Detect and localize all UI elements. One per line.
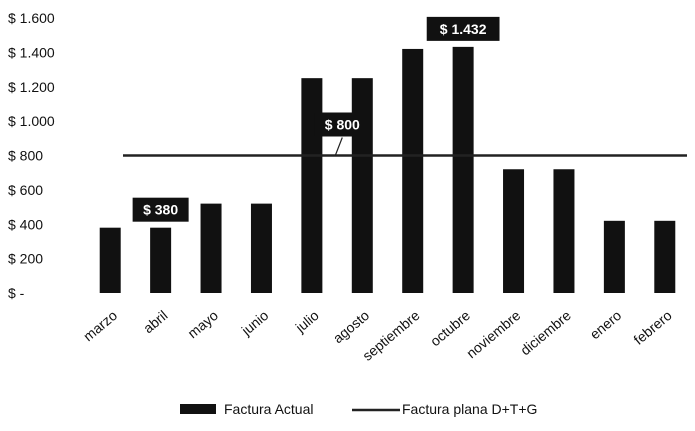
y-tick-label: $ 800 bbox=[8, 148, 43, 164]
bar-octubre bbox=[452, 46, 474, 293]
x-tick-label: abril bbox=[140, 307, 171, 336]
x-axis-labels: marzo abril mayo junio julio agostoseptiembre… bbox=[80, 307, 675, 364]
callout-label: $ 1.432 bbox=[440, 21, 487, 37]
callout-label: $ 380 bbox=[143, 202, 178, 218]
bar-diciembre bbox=[553, 169, 575, 293]
y-tick-label: $ 1.000 bbox=[8, 113, 55, 129]
bar-marzo bbox=[99, 227, 121, 293]
callout-leader bbox=[334, 137, 343, 156]
bar-enero bbox=[603, 220, 625, 293]
legend: Factura Actual Factura plana D+T+G bbox=[180, 401, 537, 417]
y-tick-label: $ 200 bbox=[8, 251, 43, 267]
y-tick-label: $ 400 bbox=[8, 216, 43, 232]
x-tick-label: julio bbox=[292, 307, 322, 336]
legend-swatch-factura-actual bbox=[180, 404, 216, 414]
legend-label-factura-plana: Factura plana D+T+G bbox=[402, 401, 537, 417]
x-tick-label: diciembre bbox=[517, 307, 574, 358]
y-tick-label: $ 600 bbox=[8, 182, 43, 198]
x-tick-label: junio bbox=[238, 307, 272, 339]
x-tick-label: marzo bbox=[80, 307, 120, 344]
bar-septiembre bbox=[402, 48, 424, 293]
callout-label: $ 800 bbox=[325, 117, 360, 133]
callout-box bbox=[426, 16, 500, 41]
x-tick-label: enero bbox=[587, 307, 625, 342]
bar-julio bbox=[301, 78, 323, 293]
bar-junio bbox=[250, 203, 272, 293]
bar-febrero bbox=[654, 220, 676, 293]
bar-noviembre bbox=[503, 169, 525, 293]
x-tick-label: octubre bbox=[427, 307, 473, 349]
x-tick-label: mayo bbox=[184, 307, 221, 341]
callout-box bbox=[314, 112, 371, 137]
y-tick-label: $ 1.600 bbox=[8, 10, 55, 26]
x-tick-label: agosto bbox=[330, 307, 373, 346]
bar-agosto bbox=[351, 78, 373, 293]
y-axis-ticks: $ - $ 200 $ 400 $ 600 $ 800 $ 1.000 $ 1.200 $ 1… bbox=[8, 10, 55, 301]
y-tick-label: $ - bbox=[8, 285, 25, 301]
annotations: $ 380 $ 800 $ 1.432 bbox=[132, 16, 500, 222]
y-tick-label: $ 1.400 bbox=[8, 44, 55, 60]
y-tick-label: $ 1.200 bbox=[8, 79, 55, 95]
x-tick-label: febrero bbox=[630, 307, 674, 348]
legend-label-factura-actual: Factura Actual bbox=[224, 401, 314, 417]
bar-abril bbox=[150, 227, 172, 293]
x-tick-label: noviembre bbox=[463, 307, 524, 361]
callout-box bbox=[132, 197, 189, 222]
bars-factura-actual bbox=[99, 46, 676, 293]
bar-mayo bbox=[200, 203, 222, 293]
